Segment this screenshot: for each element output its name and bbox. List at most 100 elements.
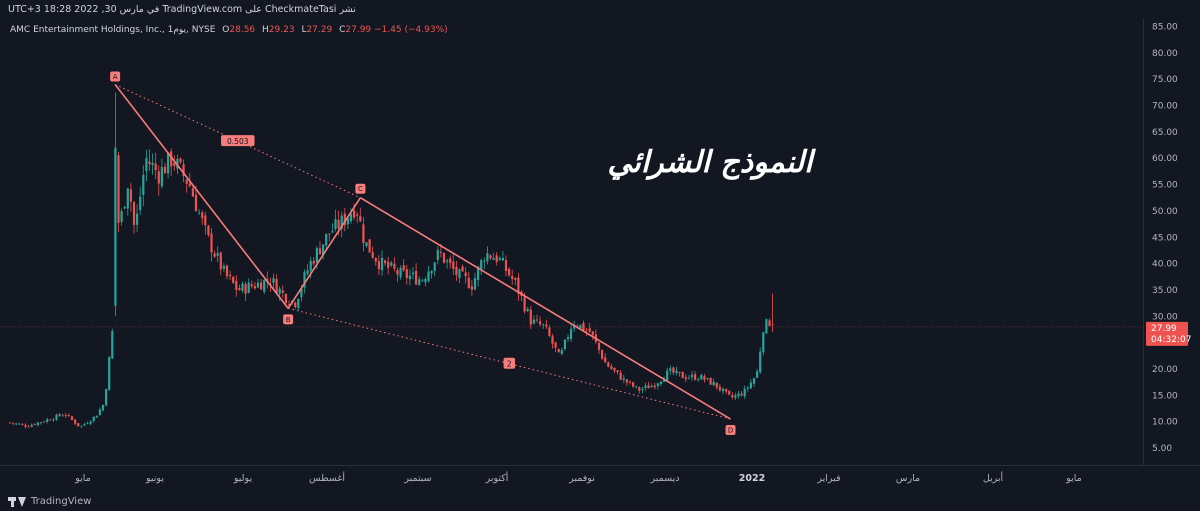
candle-body <box>393 263 396 269</box>
candle-body <box>526 308 529 312</box>
price-tick-label: 30.00 <box>1152 312 1178 322</box>
candle-body <box>430 271 433 274</box>
candle-body <box>136 213 139 225</box>
candle-body <box>548 327 551 337</box>
candle-body <box>95 415 98 418</box>
ratio-label-box <box>221 135 255 147</box>
point-label-box[interactable] <box>110 71 121 82</box>
candle-body <box>303 272 306 288</box>
ratio-label-box <box>503 357 516 369</box>
candle-body <box>337 219 340 229</box>
candle-body <box>188 183 191 187</box>
candle-body <box>473 278 477 290</box>
symbol-name[interactable]: AMC Entertainment Holdings, Inc., 1يوم, … <box>10 25 216 35</box>
candle-body <box>142 174 145 196</box>
candle-body <box>70 416 74 420</box>
candle-body <box>694 374 697 380</box>
candle-body <box>64 415 67 416</box>
candle-body <box>256 282 260 288</box>
candle-body <box>402 265 405 271</box>
candle-body <box>718 386 721 391</box>
candle-body <box>278 288 281 294</box>
candle-body <box>604 357 607 363</box>
candle-body <box>201 212 204 219</box>
candle-body <box>387 261 390 268</box>
candle-body <box>368 239 371 253</box>
open-label: O <box>222 25 230 35</box>
candle-body <box>139 196 142 211</box>
candle-body <box>43 421 46 423</box>
candle-body <box>263 279 266 292</box>
candle-body <box>632 382 635 387</box>
candle-body <box>610 366 613 370</box>
candle-body <box>700 374 703 380</box>
candle-body <box>39 422 43 424</box>
candle-body <box>331 231 334 233</box>
last-price-value: 27.99 <box>1151 324 1177 334</box>
candle-body <box>663 379 666 383</box>
candle-body <box>433 262 436 271</box>
candle-body <box>480 260 483 270</box>
candle-body <box>92 416 95 421</box>
candle-body <box>585 329 588 331</box>
candle-body <box>126 188 129 209</box>
time-tick-label: ديسمبر <box>650 473 680 484</box>
high-value: 29.23 <box>268 25 295 35</box>
high-label: H <box>262 25 269 35</box>
candle-body <box>622 378 625 380</box>
candle-body <box>315 248 318 263</box>
price-tick-label: 45.00 <box>1152 233 1178 243</box>
candle-body <box>442 253 446 263</box>
candle-body <box>322 244 325 256</box>
candle-body <box>318 248 322 255</box>
candle-body <box>52 419 55 421</box>
candle-body <box>557 348 560 353</box>
candle-body <box>151 163 154 165</box>
pattern-leg-ab <box>114 83 289 309</box>
candle-body <box>706 378 709 380</box>
candle-body <box>439 251 442 253</box>
candle-body <box>36 422 39 426</box>
candle-body <box>743 388 746 397</box>
time-tick-label: مارس <box>896 473 920 484</box>
candle-body <box>684 377 687 380</box>
point-label-b: B <box>286 316 291 324</box>
candle-body <box>411 272 415 275</box>
candle-body <box>260 282 263 290</box>
candle-body <box>145 157 148 171</box>
candle-body <box>638 387 641 391</box>
candle-body <box>486 253 489 262</box>
candle-body <box>709 377 712 385</box>
candle-body <box>756 371 759 378</box>
candle-body <box>715 382 718 388</box>
tradingview-footer[interactable]: TradingView <box>8 496 91 507</box>
candle-body <box>207 225 210 235</box>
candle-body <box>353 210 356 218</box>
candle-body <box>501 258 504 261</box>
point-label-box[interactable] <box>725 425 736 436</box>
candle-body <box>27 426 30 428</box>
candle-body <box>281 290 284 293</box>
time-axis[interactable]: مايو يونيو يوليو أغسطس سبتمبر أكتوبر نوفمبر ديس… <box>74 471 1082 484</box>
candle-body <box>349 213 353 222</box>
candle-body <box>294 302 297 308</box>
price-tick-label: 15.00 <box>1152 391 1178 401</box>
tradingview-brand: TradingView <box>31 496 92 507</box>
candle-body <box>396 270 399 275</box>
candle-body <box>213 253 216 257</box>
point-label-box[interactable] <box>355 183 366 194</box>
candle-body <box>362 224 365 243</box>
candle-body <box>427 271 430 282</box>
point-label-box[interactable] <box>283 314 294 325</box>
candle-body <box>287 304 291 305</box>
candle-body <box>560 349 563 354</box>
candle-body <box>545 324 548 327</box>
price-tick-label: 75.00 <box>1152 75 1178 85</box>
candle-body <box>455 266 458 276</box>
close-value: 27.99 <box>345 25 372 35</box>
candle-body <box>641 388 644 390</box>
candle-body <box>101 405 105 411</box>
pattern-leg-bc <box>287 197 362 309</box>
candle-body <box>765 319 768 334</box>
